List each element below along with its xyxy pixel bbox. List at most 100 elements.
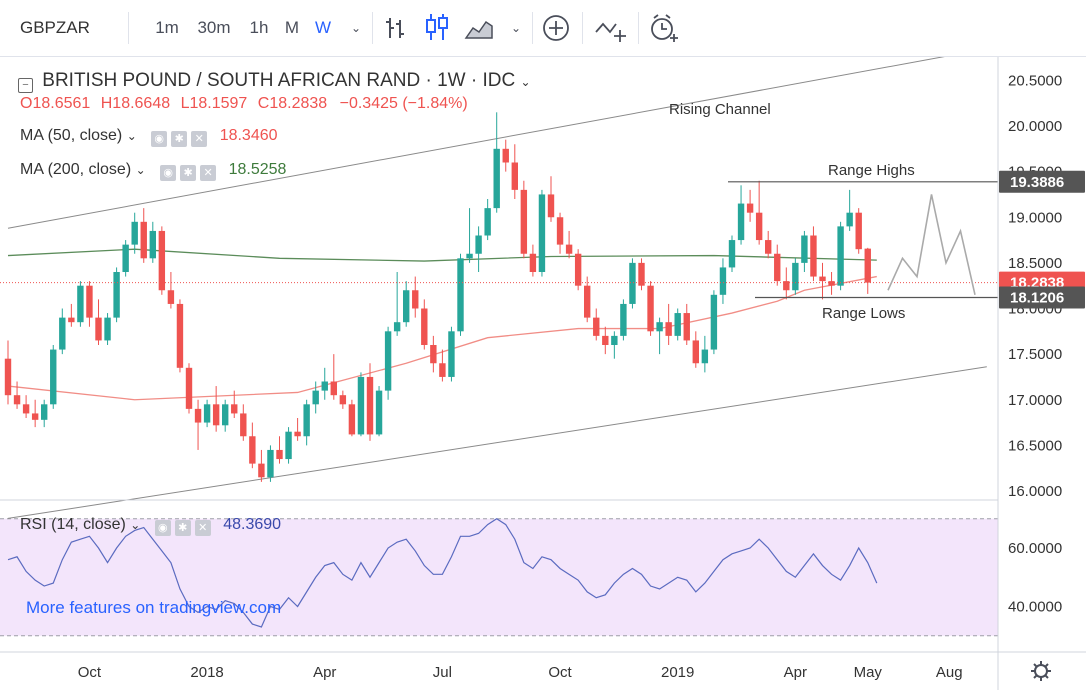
candle-body <box>167 290 175 304</box>
settings-gear-icon[interactable]: ✱ <box>174 520 191 536</box>
candle-body <box>855 212 862 250</box>
chart-type-chevron-icon[interactable]: ⌄ <box>510 21 522 35</box>
chart-settings-gear-icon[interactable] <box>1030 660 1052 682</box>
interval-W[interactable]: W <box>314 18 332 37</box>
price-tick-label: 17.0000 <box>1008 392 1062 409</box>
candle-body <box>403 290 410 323</box>
candle-body <box>574 253 582 286</box>
rsi-label: RSI (14, close) <box>20 516 126 533</box>
price-label-bg <box>999 170 1085 193</box>
symbol-search[interactable]: GBPZAR <box>20 18 90 37</box>
interval-dropdown-chevron-icon[interactable]: ⌄ <box>350 21 362 35</box>
ma200-line <box>7 248 877 262</box>
visibility-eye-icon[interactable]: ◉ <box>160 165 177 181</box>
compare-icon[interactable] <box>594 14 628 44</box>
candles-icon[interactable] <box>424 12 450 42</box>
rsi-legend[interactable]: RSI (14, close) ⌄ ◉ ✱ ✕ 48.3690 <box>20 516 281 536</box>
candle-body <box>774 253 781 282</box>
candle-body <box>792 262 799 291</box>
ma50-legend[interactable]: MA (50, close) ⌄ ◉ ✱ ✕ 18.3460 <box>20 127 278 147</box>
price-label: 19.3886 <box>1010 174 1064 191</box>
candle-body <box>276 449 283 460</box>
candle-body <box>77 285 84 323</box>
ohlc-change: −0.3425 (−1.84%) <box>339 95 468 112</box>
ohlc-open: O18.6561 <box>20 95 91 112</box>
candle-body <box>375 390 383 435</box>
candle-body <box>593 317 600 336</box>
candle-body <box>656 322 663 332</box>
interval-M[interactable]: M <box>284 18 300 37</box>
price-label: 18.1206 <box>1010 289 1064 306</box>
ma200-legend[interactable]: MA (200, close) ⌄ ◉ ✱ ✕ 18.5258 <box>20 161 286 181</box>
symbol-menu-chevron-icon[interactable]: ⌄ <box>520 75 531 89</box>
candle-body <box>828 281 835 286</box>
candle-body <box>837 226 844 286</box>
candle-body <box>846 212 853 227</box>
candle-body <box>629 262 636 304</box>
candle-body <box>701 349 709 364</box>
candle-body <box>348 404 356 435</box>
candle-body <box>547 194 555 218</box>
tradingview-watermark-link[interactable]: More features on tradingview.com <box>26 598 282 617</box>
candle-body <box>719 267 727 295</box>
add-indicator-icon[interactable] <box>542 14 570 42</box>
candle-body <box>692 340 699 364</box>
price-tick-label: 20.5000 <box>1008 72 1062 89</box>
candle-body <box>249 436 256 464</box>
settings-gear-icon[interactable]: ✱ <box>180 165 197 181</box>
time-tick-label: 2019 <box>661 664 694 681</box>
candle-body <box>638 262 645 286</box>
interval-30m[interactable]: 30m <box>197 18 231 37</box>
candle-body <box>647 285 654 332</box>
ma50-chevron-icon[interactable]: ⌄ <box>126 129 137 143</box>
candle-body <box>801 235 808 263</box>
toolbar-divider <box>638 12 639 44</box>
candle-body <box>475 235 482 254</box>
price-tick-label: 20.0000 <box>1008 118 1062 135</box>
candle-body <box>611 335 618 345</box>
candle-body <box>665 322 672 336</box>
visibility-eye-icon[interactable]: ◉ <box>154 520 171 536</box>
candle-body <box>584 285 591 318</box>
settings-gear-icon[interactable]: ✱ <box>171 131 188 147</box>
interval-1m[interactable]: 1m <box>155 18 179 37</box>
candle-body <box>194 408 202 423</box>
collapse-icon[interactable]: − <box>18 78 33 93</box>
candle-body <box>95 317 102 341</box>
candle-body <box>140 221 147 259</box>
symbol-legend[interactable]: − BRITISH POUND / SOUTH AFRICAN RAND · 1… <box>18 70 531 93</box>
candle-body <box>737 203 745 241</box>
candle-body <box>222 404 229 426</box>
price-chart[interactable]: 20.500020.000019.500019.000018.500018.00… <box>0 57 1086 690</box>
rsi-chevron-icon[interactable]: ⌄ <box>130 518 141 532</box>
bar-style-icon[interactable] <box>384 14 408 42</box>
candle-body <box>86 285 93 318</box>
candle-body <box>439 363 446 377</box>
time-tick-label: Apr <box>784 664 807 681</box>
ma200-chevron-icon[interactable]: ⌄ <box>135 163 146 177</box>
candle-body <box>104 317 111 341</box>
remove-close-icon[interactable]: ✕ <box>200 165 217 181</box>
time-tick-label: 2018 <box>190 664 223 681</box>
candle-body <box>448 331 455 377</box>
rsi-value: 48.3690 <box>223 516 282 533</box>
time-tick-label: Jul <box>433 664 452 681</box>
visibility-eye-icon[interactable]: ◉ <box>151 131 168 147</box>
ohlc-low: L18.1597 <box>180 95 248 112</box>
candle-body <box>746 203 754 213</box>
ma200-value: 18.5258 <box>228 161 287 178</box>
alert-icon[interactable] <box>648 12 680 44</box>
area-chart-icon[interactable] <box>464 14 494 42</box>
remove-close-icon[interactable]: ✕ <box>191 131 208 147</box>
candle-body <box>430 345 437 364</box>
rsi-tick-label: 40.0000 <box>1008 599 1062 616</box>
candle-body <box>240 413 247 437</box>
candle-body <box>321 381 328 391</box>
time-tick-label: May <box>854 664 883 681</box>
interval-1h[interactable]: 1h <box>249 18 269 37</box>
candle-body <box>176 303 184 368</box>
remove-close-icon[interactable]: ✕ <box>194 520 211 536</box>
candle-body <box>421 308 428 345</box>
candle-body <box>493 148 500 209</box>
candle-body <box>330 381 337 396</box>
